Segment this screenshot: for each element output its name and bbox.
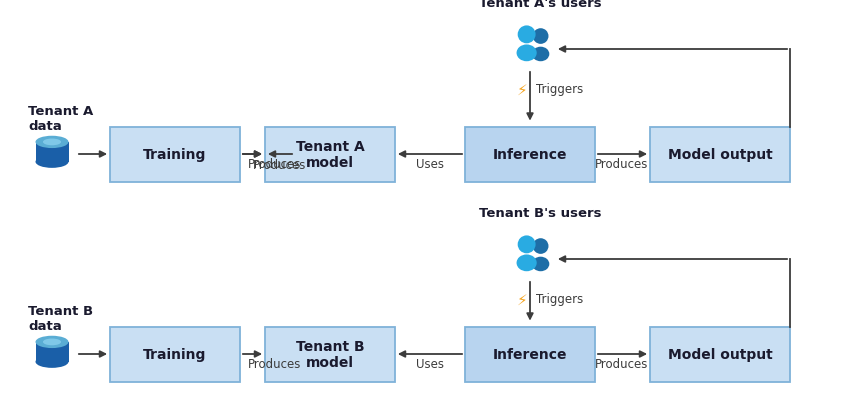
- Ellipse shape: [43, 139, 61, 146]
- Text: ⚡: ⚡: [516, 292, 527, 307]
- Circle shape: [518, 236, 536, 254]
- FancyBboxPatch shape: [650, 327, 790, 382]
- FancyBboxPatch shape: [110, 327, 240, 382]
- FancyBboxPatch shape: [265, 327, 395, 382]
- Circle shape: [533, 238, 549, 254]
- Text: Produces: Produces: [595, 157, 649, 171]
- Text: Tenant B's users: Tenant B's users: [478, 207, 601, 220]
- Text: Tenant B
model: Tenant B model: [295, 339, 364, 369]
- Text: Produces: Produces: [248, 157, 302, 171]
- Ellipse shape: [532, 47, 549, 62]
- Text: Tenant A
model: Tenant A model: [295, 139, 364, 170]
- Text: Triggers: Triggers: [536, 293, 583, 306]
- Text: Training: Training: [143, 148, 207, 162]
- Circle shape: [533, 29, 549, 45]
- Bar: [35, 342, 69, 362]
- Ellipse shape: [43, 339, 61, 346]
- Ellipse shape: [516, 45, 537, 62]
- Text: Inference: Inference: [493, 347, 567, 361]
- Text: Triggers: Triggers: [536, 83, 583, 96]
- FancyBboxPatch shape: [110, 127, 240, 182]
- FancyBboxPatch shape: [465, 127, 595, 182]
- FancyBboxPatch shape: [465, 327, 595, 382]
- Text: Tenant A's users: Tenant A's users: [478, 0, 601, 10]
- Ellipse shape: [35, 137, 69, 149]
- Text: Tenant B
data: Tenant B data: [28, 304, 93, 332]
- Text: ⚡: ⚡: [516, 82, 527, 97]
- Text: Uses: Uses: [416, 357, 444, 370]
- Bar: [35, 143, 69, 162]
- FancyBboxPatch shape: [650, 127, 790, 182]
- Ellipse shape: [35, 336, 69, 348]
- Text: Tenant A
data: Tenant A data: [28, 105, 94, 133]
- Ellipse shape: [35, 356, 69, 368]
- Circle shape: [518, 26, 536, 44]
- Ellipse shape: [35, 156, 69, 169]
- Text: Produces: Produces: [253, 159, 307, 172]
- Ellipse shape: [516, 255, 537, 272]
- Text: Model output: Model output: [667, 347, 772, 361]
- Text: Produces: Produces: [248, 357, 302, 370]
- Text: Model output: Model output: [667, 148, 772, 162]
- FancyBboxPatch shape: [265, 127, 395, 182]
- Text: Inference: Inference: [493, 148, 567, 162]
- Text: Produces: Produces: [595, 357, 649, 370]
- Text: Uses: Uses: [416, 157, 444, 171]
- Ellipse shape: [532, 257, 549, 272]
- Text: Training: Training: [143, 347, 207, 361]
